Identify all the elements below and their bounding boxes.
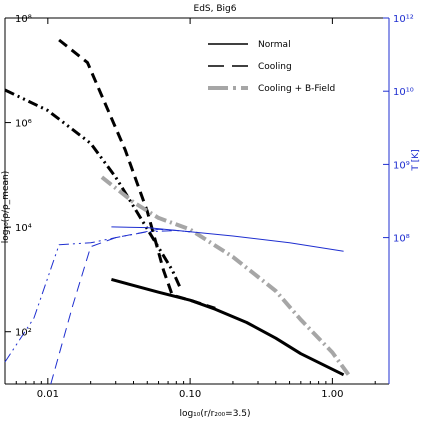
y-axis-right-label: T [K] xyxy=(411,149,421,171)
series-line-5 xyxy=(111,226,344,252)
legend: Normal Cooling Cooling + B-Field xyxy=(208,40,335,94)
y-axis-left-label: log₁₀(ρ/ρ_mean) xyxy=(1,171,11,243)
y-right-tick-label: 10⁹ xyxy=(393,160,410,171)
legend-label: Normal xyxy=(258,40,291,50)
y-left-tick-label: 10⁸ xyxy=(15,14,32,25)
legend-label: Cooling + B-Field xyxy=(258,84,335,94)
x-axis-label: log₁₀(r/r₂₀₀=3.5) xyxy=(179,409,250,419)
x-tick-label: 0.01 xyxy=(37,389,59,400)
y-left-tick-label: 10⁴ xyxy=(15,223,32,234)
series-line-1 xyxy=(111,277,345,377)
series-line-2 xyxy=(58,38,216,310)
y-left-tick-label: 10² xyxy=(15,328,32,339)
y-left-tick-label: 10⁶ xyxy=(15,119,32,130)
series-line-4 xyxy=(100,175,351,376)
x-tick-label: 0.10 xyxy=(179,389,201,400)
plot-series xyxy=(4,38,351,385)
y-right-tick-label: 10¹² xyxy=(393,14,414,25)
series-line-7 xyxy=(4,230,191,363)
x-tick-label: 1.00 xyxy=(321,389,343,400)
series-line-3 xyxy=(4,88,182,289)
chart-title: EdS, Big6 xyxy=(194,4,237,14)
y-right-tick-label: 10¹⁰ xyxy=(393,87,414,98)
legend-label: Cooling xyxy=(258,62,292,72)
axis-ticks: 0.01 0.10 1.00 10² 10⁴ 10⁶ 10⁸ 10⁸ 10⁹ 10¹⁰ 10¹² xyxy=(4,14,414,400)
plot-frame xyxy=(4,17,390,385)
y-right-tick-label: 10⁸ xyxy=(393,234,410,245)
